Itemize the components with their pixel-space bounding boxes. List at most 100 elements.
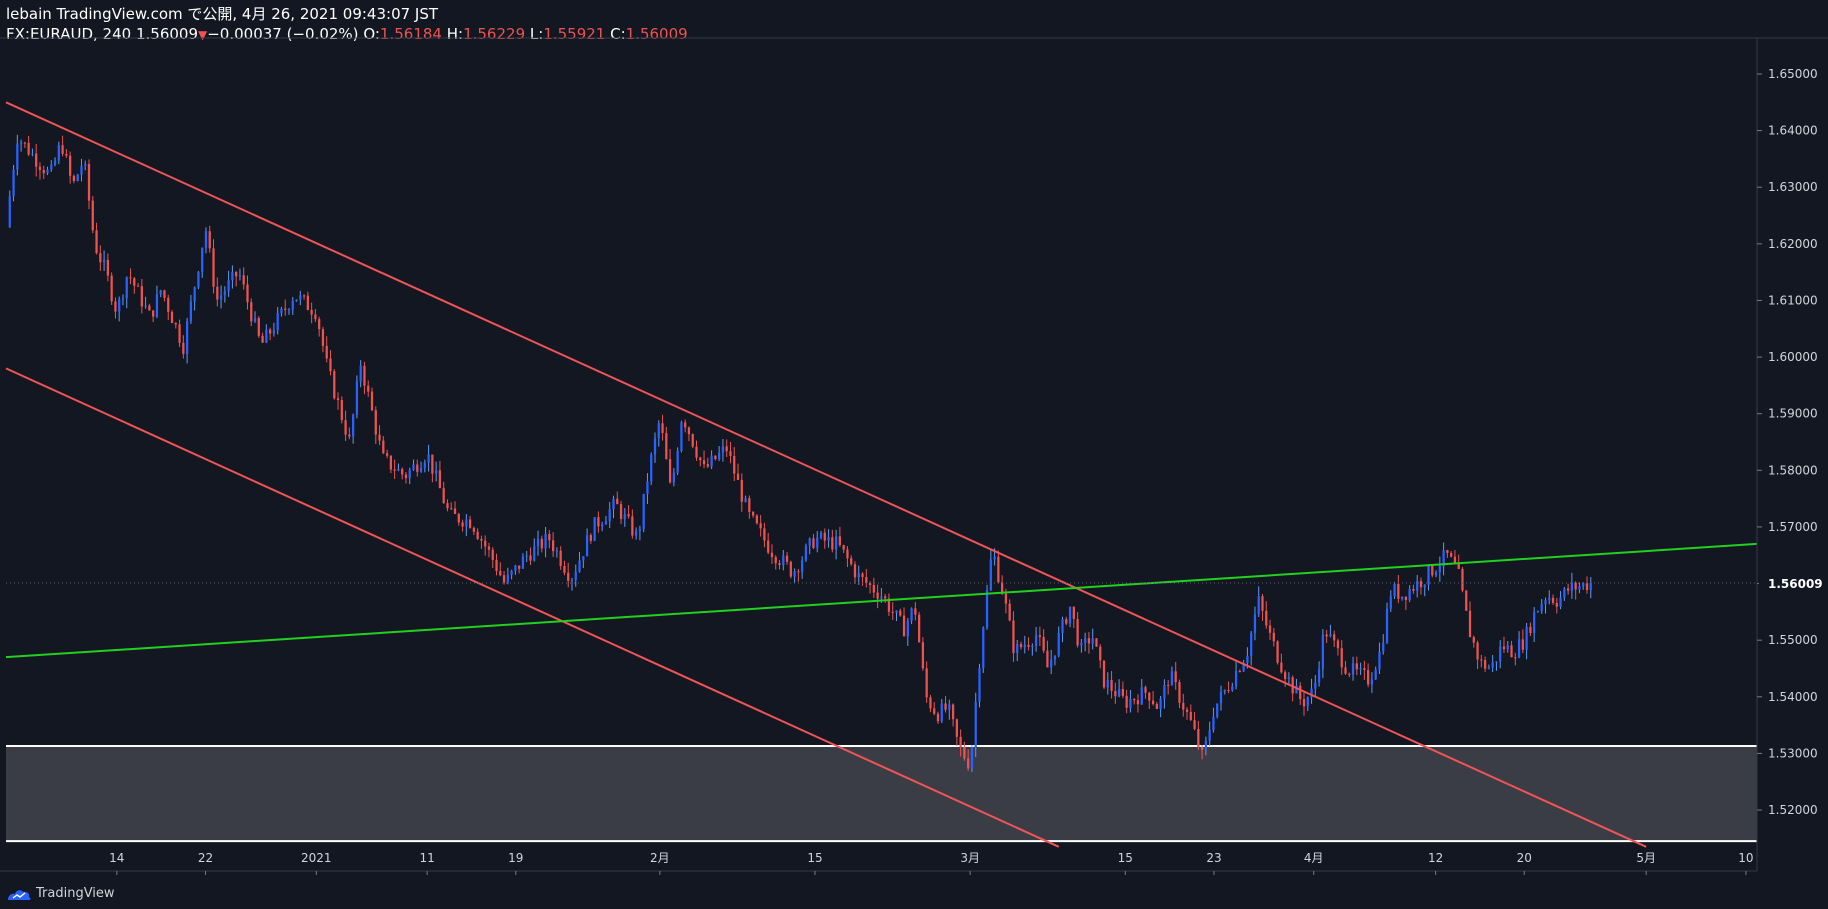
candle-body — [1412, 588, 1415, 591]
candle-body — [635, 530, 638, 536]
candle — [816, 530, 819, 553]
candle-body — [642, 493, 645, 529]
candle — [1178, 679, 1181, 709]
candle-body — [725, 446, 728, 452]
candle-body — [1027, 644, 1030, 647]
candle-body — [1114, 690, 1117, 697]
candle-body — [468, 519, 472, 528]
candle — [404, 472, 408, 484]
candle — [401, 467, 404, 480]
candle — [1314, 675, 1317, 697]
candle — [559, 546, 562, 570]
candle — [412, 459, 415, 471]
candle-body — [1163, 684, 1166, 699]
candle-body — [748, 498, 751, 513]
candle — [110, 272, 113, 306]
time-tick-label: 15 — [807, 851, 822, 865]
candle-body — [1268, 625, 1272, 633]
candle-body — [1250, 633, 1253, 656]
candle-body — [431, 454, 434, 474]
candle — [1363, 660, 1366, 680]
candle — [1378, 642, 1381, 674]
candle — [148, 303, 151, 311]
candle-body — [559, 550, 562, 566]
candle-body — [536, 538, 540, 547]
candle — [457, 512, 460, 526]
candle — [959, 729, 962, 757]
candle — [1408, 585, 1411, 603]
candle-body — [834, 536, 838, 550]
candle-body — [336, 398, 340, 400]
candle-body — [370, 391, 374, 411]
candle — [170, 310, 174, 324]
candle — [23, 141, 26, 148]
candle-body — [19, 142, 23, 144]
candle — [778, 560, 781, 570]
candle-body — [427, 454, 430, 463]
candle — [585, 528, 589, 557]
candle-body — [378, 434, 381, 441]
candle — [680, 420, 683, 453]
candle-body — [16, 143, 19, 170]
candle — [1019, 641, 1023, 650]
candle-body — [291, 301, 294, 310]
candle — [91, 196, 94, 234]
candle — [985, 584, 989, 630]
candle — [857, 565, 860, 585]
candle — [1189, 704, 1192, 722]
candle-body — [1012, 620, 1015, 653]
candle-body — [1589, 582, 1592, 590]
candle-body — [453, 508, 457, 514]
candle — [1212, 707, 1215, 733]
candle-body — [865, 577, 868, 584]
candle — [1284, 670, 1287, 687]
candle — [1374, 666, 1377, 680]
candle-body — [385, 453, 389, 456]
candle-body — [144, 305, 147, 307]
candle-body — [1483, 660, 1487, 669]
candle-body — [770, 552, 774, 558]
candle — [619, 500, 623, 525]
candle-body — [1046, 650, 1049, 668]
candle — [427, 444, 430, 472]
candle-body — [114, 301, 117, 312]
time-tick-label: 11 — [419, 851, 434, 865]
candle-body — [35, 153, 38, 167]
candle-body — [1472, 637, 1475, 643]
candle-body — [502, 575, 506, 583]
candle-body — [627, 514, 630, 517]
candle-body — [1276, 641, 1279, 663]
green-trendline[interactable] — [5, 542, 1758, 659]
candle-body — [1167, 684, 1170, 686]
candle — [1431, 565, 1434, 578]
tradingview-logo[interactable]: TradingView — [6, 886, 115, 901]
candle — [748, 495, 751, 519]
candle-body — [355, 381, 359, 415]
candle — [1333, 630, 1336, 647]
candle — [699, 456, 702, 467]
candle-body — [1393, 583, 1396, 597]
candle — [197, 271, 200, 290]
candle-body — [1329, 634, 1332, 637]
candle-body — [1453, 556, 1457, 564]
candle-body — [133, 278, 136, 286]
channel-upper-line[interactable] — [5, 101, 1647, 848]
support-zone[interactable] — [6, 746, 1757, 842]
candle — [1472, 635, 1475, 648]
candle-body — [397, 469, 400, 471]
candle — [295, 299, 298, 302]
candle — [382, 436, 385, 455]
candle-body — [1182, 702, 1185, 710]
candle — [744, 495, 747, 503]
time-tick-label: 19 — [508, 851, 523, 865]
channel-lower-line[interactable] — [5, 367, 1060, 848]
candle-body — [1533, 612, 1536, 633]
candle-body — [687, 427, 691, 435]
candle-body — [1295, 685, 1298, 694]
candle — [921, 637, 925, 671]
candle — [1280, 653, 1283, 674]
candle — [1106, 672, 1109, 695]
candle — [144, 296, 147, 309]
candle-body — [1208, 730, 1211, 741]
